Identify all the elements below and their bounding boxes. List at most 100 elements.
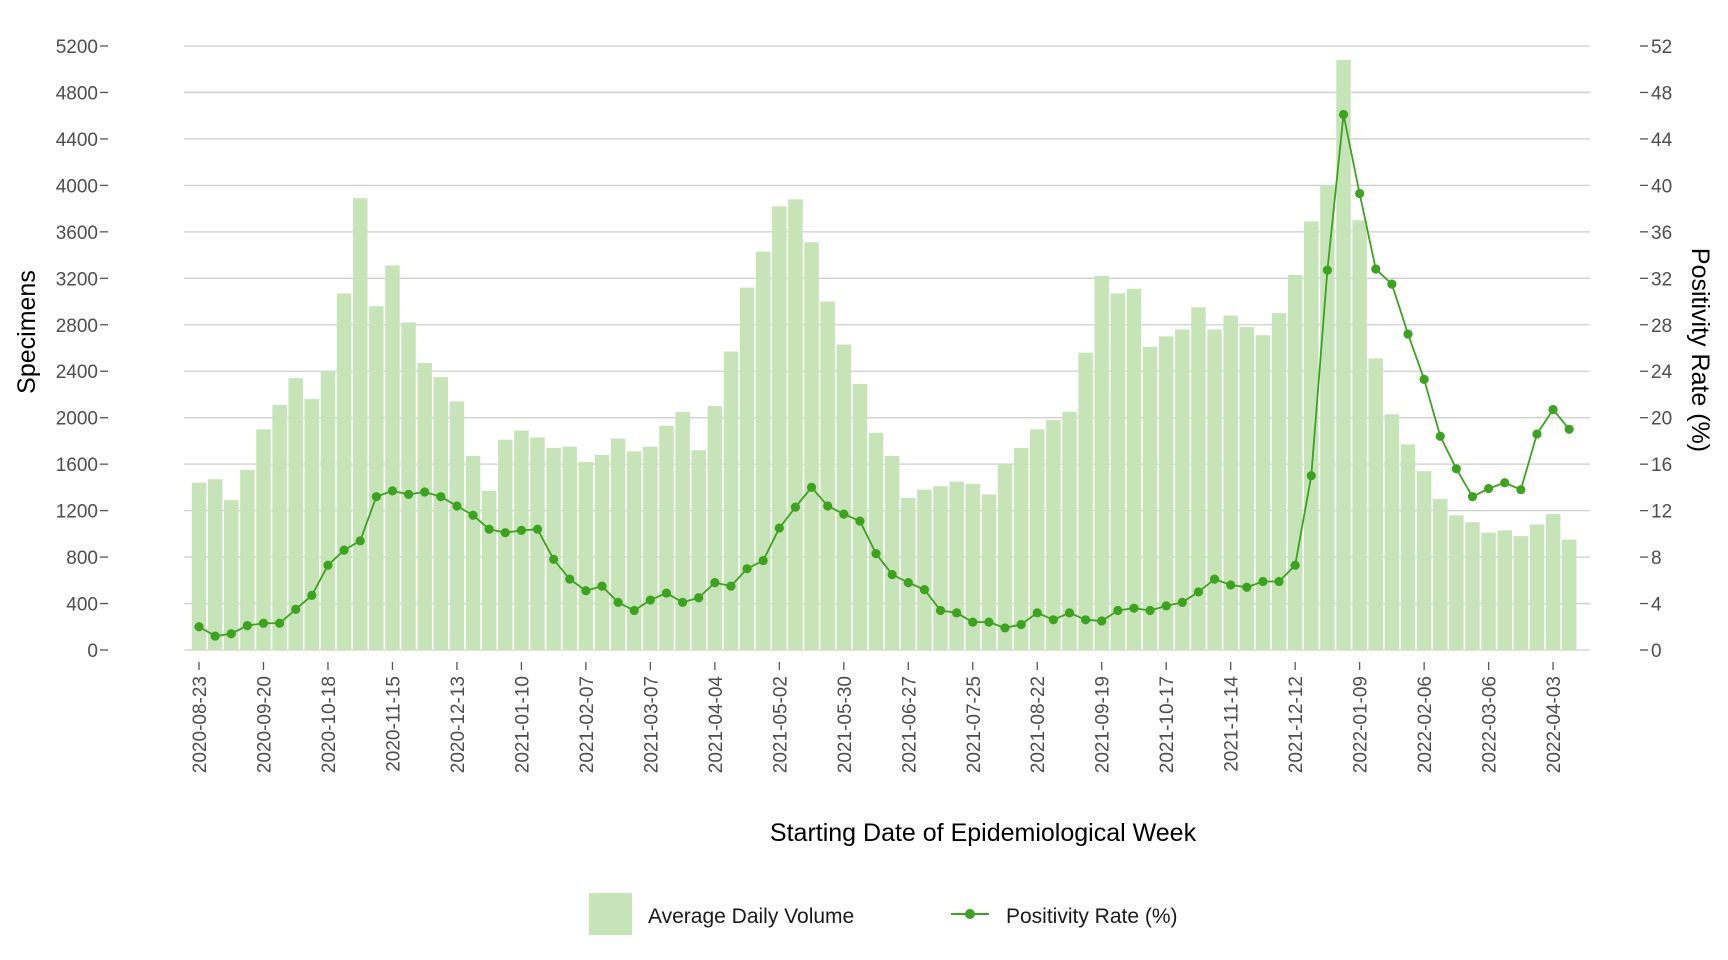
positivity-point xyxy=(1032,608,1042,618)
bar xyxy=(1078,352,1093,650)
x-tick-label: 2022-03-06 xyxy=(1480,676,1501,773)
y-tick-label-right: 24 xyxy=(1651,362,1673,383)
bar xyxy=(240,469,255,650)
positivity-point xyxy=(694,593,704,603)
bar xyxy=(498,439,513,650)
positivity-point xyxy=(968,617,978,627)
x-tick-label: 2021-01-10 xyxy=(512,676,533,773)
positivity-point xyxy=(678,597,688,607)
positivity-point xyxy=(774,523,784,533)
x-tick-label: 2021-06-27 xyxy=(899,676,920,773)
bar xyxy=(1013,447,1029,650)
positivity-point xyxy=(1048,615,1058,625)
x-tick-label: 2021-12-12 xyxy=(1286,676,1307,773)
positivity-point xyxy=(871,548,881,559)
x-axis: 2020-08-23 2020-09-20 2020-10-18 2020-11-15… xyxy=(190,662,1565,773)
positivity-point xyxy=(387,486,398,496)
positivity-point xyxy=(420,487,430,497)
x-tick-label: 2021-10-17 xyxy=(1157,676,1178,773)
positivity-point xyxy=(726,581,736,591)
positivity-point xyxy=(307,590,317,601)
bar xyxy=(1481,532,1496,650)
y-tick-label-right: 28 xyxy=(1651,316,1672,337)
legend-swatch-average-daily-volume xyxy=(589,893,632,935)
x-tick-label: 2021-11-14 xyxy=(1222,676,1243,772)
bar xyxy=(417,363,432,650)
bar xyxy=(514,430,529,650)
bar xyxy=(1046,420,1061,650)
positivity-point xyxy=(1113,605,1123,616)
bar xyxy=(820,301,835,650)
y-tick-label-left: 400 xyxy=(66,595,98,616)
y-tick-label-left: 4000 xyxy=(56,176,98,197)
positivity-point xyxy=(1548,404,1558,415)
y-tick-label-right: 16 xyxy=(1651,455,1672,476)
positivity-point xyxy=(1371,264,1381,274)
positivity-point xyxy=(355,536,365,546)
x-axis-title: Starting Date of Epidemiological Week xyxy=(770,819,1197,847)
bar xyxy=(1465,522,1480,650)
positivity-point xyxy=(1435,431,1445,441)
positivity-point xyxy=(790,502,801,512)
x-tick-label: 2021-05-30 xyxy=(835,676,856,773)
bar xyxy=(1191,307,1206,650)
bar xyxy=(1561,539,1577,650)
bar xyxy=(320,371,336,650)
bar xyxy=(1545,514,1561,650)
bar xyxy=(272,404,287,650)
bar xyxy=(981,494,997,650)
bar xyxy=(223,500,239,650)
bar xyxy=(755,251,771,651)
y-tick-label-left: 1600 xyxy=(56,455,98,476)
positivity-point xyxy=(1000,623,1010,633)
positivity-point xyxy=(1451,464,1461,474)
bar xyxy=(481,490,497,650)
y-tick-label-left: 800 xyxy=(66,548,98,569)
legend-label-average-daily-volume: Average Daily Volume xyxy=(648,905,854,928)
y-tick-label-right: 32 xyxy=(1651,269,1672,290)
positivity-point xyxy=(1226,580,1236,590)
legend: Average Daily Volume Positivity Rate (%) xyxy=(589,893,1178,935)
y-axis-title-left: Specimens xyxy=(13,270,41,394)
bar xyxy=(336,293,352,650)
bar xyxy=(1207,329,1222,650)
positivity-point xyxy=(1193,587,1204,597)
bar xyxy=(836,344,852,650)
positivity-point xyxy=(275,618,285,628)
bar xyxy=(546,447,561,650)
x-tick-label: 2021-04-04 xyxy=(706,676,727,774)
bar xyxy=(1400,444,1416,650)
positivity-point xyxy=(549,554,559,565)
bar xyxy=(433,377,449,650)
bar xyxy=(1175,329,1190,650)
x-tick-label: 2021-08-22 xyxy=(1028,676,1049,773)
bar xyxy=(1304,221,1319,650)
positivity-point xyxy=(823,501,833,511)
bar xyxy=(369,306,384,650)
positivity-point xyxy=(1500,478,1510,488)
x-tick-label: 2020-10-18 xyxy=(319,676,340,773)
positivity-point xyxy=(1129,603,1139,613)
bar xyxy=(917,489,932,650)
positivity-point xyxy=(1290,560,1300,570)
x-tick-label: 2020-09-20 xyxy=(254,676,275,773)
positivity-point xyxy=(661,588,672,598)
positivity-point xyxy=(242,621,252,631)
positivity-point xyxy=(436,492,446,502)
positivity-point xyxy=(984,617,994,627)
positivity-point xyxy=(952,608,962,618)
y-tick-label-right: 20 xyxy=(1651,409,1672,430)
positivity-point xyxy=(710,578,720,588)
bar xyxy=(1255,335,1271,650)
bar xyxy=(804,242,819,651)
y-tick-label-right: 4 xyxy=(1651,595,1662,616)
positivity-point xyxy=(339,545,349,555)
y-tick-label-left: 3600 xyxy=(56,223,98,244)
positivity-point xyxy=(1484,483,1494,494)
bar xyxy=(723,351,739,650)
x-tick-label: 2021-07-25 xyxy=(964,676,985,773)
x-tick-label: 2022-04-03 xyxy=(1544,676,1565,773)
positivity-point xyxy=(532,524,543,534)
positivity-point xyxy=(903,578,913,588)
positivity-point xyxy=(1081,615,1091,625)
